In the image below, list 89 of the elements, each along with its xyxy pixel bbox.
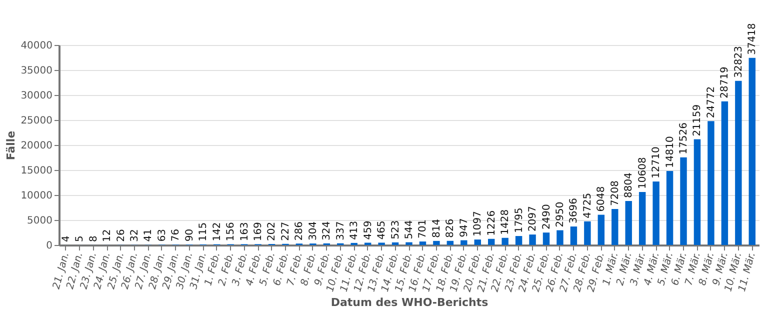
bar [515, 236, 522, 245]
data-label: 90 [184, 228, 196, 242]
data-label: 5 [74, 236, 86, 242]
bar [419, 241, 426, 245]
data-label: 304 [308, 221, 319, 240]
data-label: 459 [362, 220, 374, 240]
bar [748, 58, 756, 245]
data-label: 947 [458, 218, 470, 238]
data-label: 7208 [610, 180, 621, 206]
data-label: 413 [349, 220, 360, 240]
data-label: 8804 [624, 172, 635, 198]
data-label: 37418 [747, 23, 758, 55]
y-tick-label: 20000 [20, 140, 52, 152]
bar [529, 234, 536, 245]
bar [721, 101, 728, 245]
data-label: 24772 [706, 86, 717, 118]
data-label: 286 [294, 221, 306, 241]
data-label: 4725 [582, 192, 594, 218]
bar [708, 121, 714, 245]
data-label: 32823 [733, 46, 744, 78]
bar [460, 240, 468, 245]
bar [584, 221, 591, 245]
bar [433, 240, 440, 245]
data-label: 1097 [472, 211, 484, 237]
bar [392, 242, 399, 245]
data-label: 2950 [554, 202, 566, 228]
data-label: 10608 [637, 157, 648, 189]
data-label: 1428 [500, 209, 512, 235]
data-label: 26 [116, 229, 127, 242]
data-label: 21159 [692, 104, 704, 136]
y-tick-label: 40000 [20, 40, 52, 52]
y-tick-label: 35000 [20, 66, 52, 76]
y-tick-label: 5000 [27, 216, 52, 226]
bar [502, 238, 508, 245]
bar [406, 242, 412, 245]
data-label: 337 [335, 221, 346, 240]
bar [652, 181, 660, 245]
data-label: 324 [322, 221, 333, 240]
bar [735, 80, 742, 245]
y-tick-label: 0 [46, 240, 52, 252]
data-label: 41 [143, 229, 154, 242]
data-label: 32 [129, 229, 140, 242]
bar [625, 200, 632, 245]
data-label: 701 [418, 219, 429, 238]
data-label: 12 [102, 229, 114, 242]
data-label: 6048 [596, 186, 608, 212]
data-label: 227 [280, 222, 292, 241]
data-label: 465 [376, 220, 388, 240]
data-label: 814 [431, 218, 442, 238]
data-label: 156 [226, 222, 237, 242]
data-label: 12710 [651, 146, 662, 178]
data-label: 8 [88, 236, 100, 242]
data-label: 169 [253, 222, 264, 242]
bar [598, 214, 605, 245]
bar [446, 240, 454, 245]
data-label: 115 [198, 222, 210, 242]
data-label: 1795 [514, 208, 525, 234]
data-label: 2097 [528, 206, 539, 232]
bar [542, 232, 550, 245]
data-label: 3696 [568, 198, 580, 224]
data-label: 1226 [486, 210, 498, 236]
data-label: 202 [266, 222, 278, 241]
bar [570, 226, 578, 245]
bar [488, 238, 495, 245]
y-axis-title: Fälle [4, 130, 18, 160]
data-label: 544 [404, 220, 415, 240]
data-label: 28719 [720, 66, 731, 98]
data-label: 826 [445, 218, 456, 238]
data-label: 4 [60, 236, 72, 242]
bar [666, 170, 674, 245]
bar [556, 230, 564, 245]
data-label: 2490 [541, 204, 552, 230]
y-tick-label: 10000 [20, 190, 52, 202]
y-tick-label: 30000 [20, 90, 52, 102]
data-label: 14810 [664, 136, 676, 168]
data-label: 63 [156, 228, 168, 242]
data-label: 17526 [678, 122, 690, 154]
data-label: 76 [170, 228, 182, 242]
data-label: 142 [212, 222, 223, 242]
y-tick-label: 25000 [20, 116, 52, 126]
bar [694, 139, 701, 245]
bar [612, 208, 618, 245]
bar [474, 240, 481, 245]
x-axis-title: Datum des WHO-Berichts [330, 296, 489, 309]
bar [638, 192, 646, 245]
y-tick-label: 15000 [20, 166, 52, 176]
data-label: 523 [390, 220, 402, 240]
data-label: 163 [239, 222, 250, 242]
bar [680, 157, 687, 245]
